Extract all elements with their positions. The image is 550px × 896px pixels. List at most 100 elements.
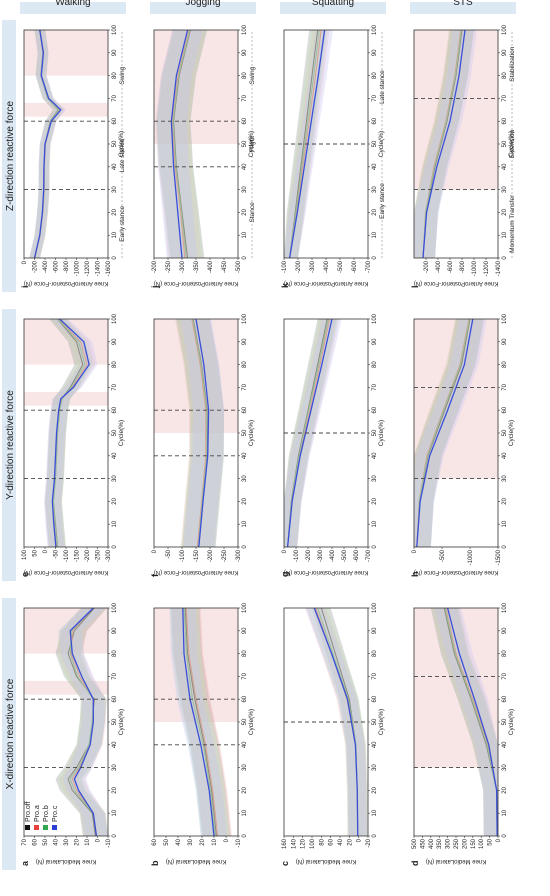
band-b-Pro.c — [169, 608, 228, 836]
x-tick-label-l-60: 60 — [502, 117, 508, 124]
panel-letter-f: f — [150, 573, 160, 577]
y-tick-label-f--200: -200 — [208, 549, 214, 562]
phase-shade-a-1 — [24, 608, 108, 654]
x-tick-label-b-40: 40 — [242, 741, 248, 748]
x-tick-label-f-20: 20 — [242, 497, 248, 504]
phase-shade-a-0 — [24, 680, 108, 695]
panel-g: g0102030405060708090100Cycle(%)-700-600-… — [280, 313, 385, 577]
y-axis-label-g: Knee AnteroPosterior-Force (N) — [284, 569, 368, 575]
y-tick-label-i--800: -800 — [64, 260, 70, 273]
x-tick-label-e-10: 10 — [112, 520, 118, 527]
panel-d: d0102030405060708090100Cycle(%)050100150… — [410, 602, 515, 866]
x-axis-label-a: Cycle(%) — [118, 709, 125, 735]
panel-letter-c: c — [280, 861, 290, 866]
x-tick-label-b-80: 80 — [242, 650, 248, 657]
band-i-Pro.a — [29, 30, 65, 258]
series-line-d-Pro.c — [446, 607, 498, 837]
row-label-bg-0 — [2, 598, 16, 870]
x-tick-label-h-30: 30 — [502, 475, 508, 482]
x-tick-label-h-100: 100 — [502, 313, 508, 324]
phase-label-0-0: Early stance — [119, 206, 126, 242]
y-tick-label-g--100: -100 — [294, 549, 300, 562]
x-tick-label-e-60: 60 — [112, 406, 118, 413]
y-tick-label-e--250: -250 — [96, 549, 102, 562]
legend-label-Pro.off: Pro.off — [25, 801, 32, 822]
x-tick-label-b-0: 0 — [242, 834, 248, 838]
series-line-j-Pro.c — [170, 29, 189, 259]
y-tick-label-e-50: 50 — [33, 549, 39, 556]
band-b-Pro.a — [172, 608, 232, 836]
y-tick-label-i--200: -200 — [33, 260, 39, 273]
y-tick-label-b-50: 50 — [164, 838, 170, 845]
x-tick-label-c-20: 20 — [372, 786, 378, 793]
x-tick-label-k-30: 30 — [372, 186, 378, 193]
col-title-2: Squatting — [312, 0, 354, 8]
series-line-f-Pro.b — [192, 318, 208, 548]
band-g-Pro.off — [284, 319, 337, 547]
x-tick-label-d-90: 90 — [502, 627, 508, 634]
x-tick-label-f-0: 0 — [242, 545, 248, 549]
y-tick-label-b-30: 30 — [188, 838, 194, 845]
x-tick-label-l-80: 80 — [502, 72, 508, 79]
y-tick-label-i--1400: -1400 — [96, 260, 102, 276]
band-f-Pro.off — [176, 319, 224, 547]
phase-shade-f-0 — [154, 319, 238, 433]
x-tick-label-c-60: 60 — [372, 695, 378, 702]
panel-letter-e: e — [20, 572, 30, 577]
series-line-l-Pro.c — [422, 29, 466, 259]
band-c-Pro.a — [305, 608, 368, 836]
series-line-f-Pro.c — [195, 318, 210, 548]
series-line-j-Pro.b — [172, 29, 191, 259]
x-axis-label-g: Cycle(%) — [378, 420, 385, 446]
phase-label-2-1: Late stance — [379, 70, 386, 104]
y-tick-label-f--50: -50 — [166, 549, 172, 558]
phase-label-2-0: Early stance — [379, 183, 386, 219]
y-tick-label-i--1600: -1600 — [106, 260, 112, 276]
x-tick-label-j-0: 0 — [242, 256, 248, 260]
y-axis-label-k: Knee AnteroPosterior-Force (N) — [284, 280, 368, 286]
band-h-Pro.a — [414, 319, 483, 547]
x-tick-label-k-100: 100 — [372, 24, 378, 35]
series-line-b-Pro.off — [184, 607, 217, 837]
y-tick-label-j--350: -350 — [194, 260, 200, 273]
x-tick-label-b-100: 100 — [242, 602, 248, 613]
y-tick-label-a-70: 70 — [22, 838, 28, 845]
panel-letter-j: j — [150, 285, 160, 289]
y-tick-label-e--200: -200 — [85, 549, 91, 562]
y-tick-label-d-100: 100 — [479, 838, 485, 849]
y-tick-label-f--100: -100 — [180, 549, 186, 562]
col-header-bg-3 — [410, 2, 516, 14]
col-header-bg-2 — [280, 2, 386, 14]
x-tick-label-c-90: 90 — [372, 627, 378, 634]
x-axis-label-f: Cycle(%) — [248, 420, 255, 446]
x-tick-label-i-50: 50 — [112, 140, 118, 147]
y-tick-label-c--20: -20 — [366, 838, 372, 847]
x-tick-label-i-60: 60 — [112, 117, 118, 124]
y-tick-label-a--10: -10 — [106, 838, 112, 847]
x-tick-label-j-100: 100 — [242, 24, 248, 35]
x-tick-label-k-60: 60 — [372, 117, 378, 124]
phase-label-1-0: Stance — [249, 202, 256, 223]
y-axis-label-d: Knee MedioLateral (N) — [426, 858, 486, 864]
x-tick-label-d-60: 60 — [502, 695, 508, 702]
x-tick-label-b-10: 10 — [242, 809, 248, 816]
x-tick-label-a-70: 70 — [112, 672, 118, 679]
y-tick-label-g--700: -700 — [366, 549, 372, 562]
y-tick-label-d-300: 300 — [446, 838, 452, 849]
x-tick-label-b-50: 50 — [242, 718, 248, 725]
x-tick-label-e-70: 70 — [112, 383, 118, 390]
legend-swatch-Pro.off — [25, 825, 30, 830]
x-tick-label-d-30: 30 — [502, 764, 508, 771]
x-tick-label-g-10: 10 — [372, 520, 378, 527]
y-tick-label-i--1200: -1200 — [85, 260, 91, 276]
panel-letter-l: l — [410, 285, 420, 288]
y-tick-label-c-40: 40 — [338, 838, 344, 845]
y-tick-label-e-100: 100 — [22, 549, 28, 560]
y-tick-label-l--1200: -1200 — [484, 260, 490, 276]
col-title-1: Jogging — [185, 0, 220, 8]
y-tick-label-d-500: 500 — [412, 838, 418, 849]
y-axis-label-l: Knee AnteroPosterior-Force (N) — [414, 280, 498, 286]
x-tick-label-j-30: 30 — [242, 186, 248, 193]
x-tick-label-f-90: 90 — [242, 338, 248, 345]
